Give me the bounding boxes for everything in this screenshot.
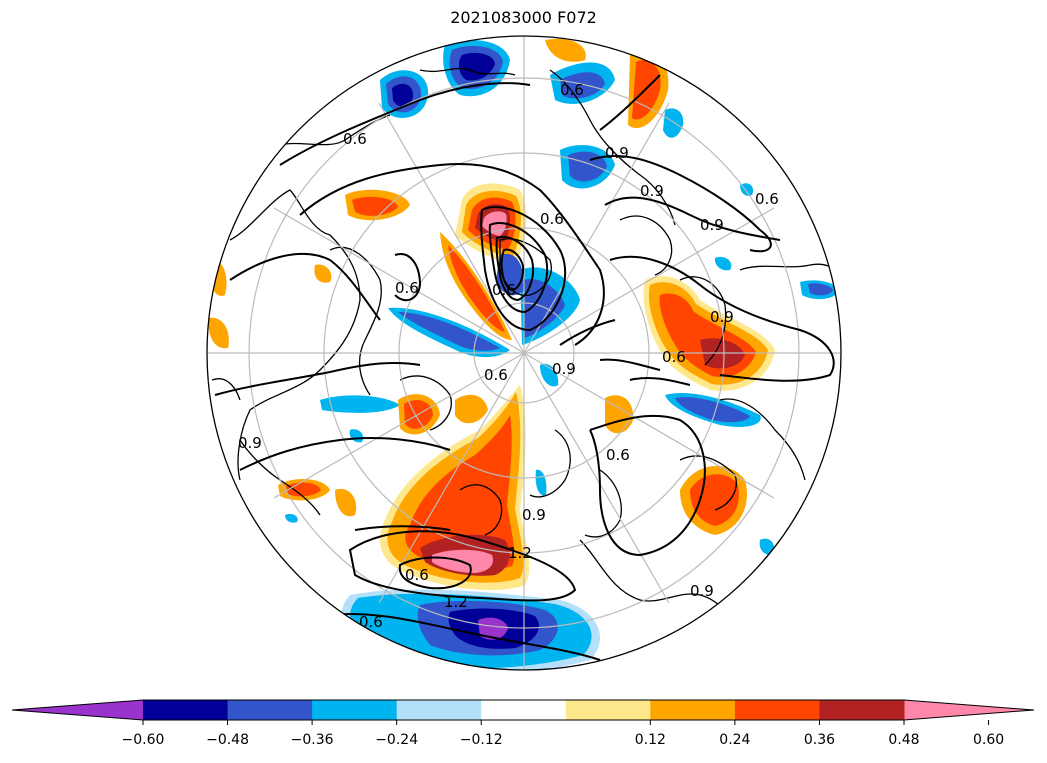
anomaly-shading [208,38,840,670]
colorbar-swatch [143,700,229,720]
contour-label: 0.9 [640,182,664,200]
colorbar-tick-label: −0.24 [375,732,418,748]
positive-anomaly-region [335,488,357,517]
positive-anomaly-region [448,245,505,332]
colorbar-swatch [819,700,905,720]
contour-label: 0.9 [522,506,546,524]
contour-labels: 0.6 0.6 0.9 0.9 0.6 0.9 0.9 0.6 0.9 0.6 … [238,81,779,631]
contour-label: 0.9 [710,308,734,326]
contour-label: 0.6 [343,130,367,148]
negative-anomaly-region [285,513,298,523]
contour-label: 0.6 [405,566,429,584]
negative-anomaly-region [349,429,364,443]
negative-anomaly-region [560,72,605,99]
colorbar-swatch [481,700,567,720]
negative-anomaly-region [663,108,684,138]
contour-label: 0.6 [540,210,564,228]
contour-label: 0.6 [606,446,630,464]
contour-label: 0.9 [238,434,262,452]
negative-anomaly-region [398,312,500,351]
contour-lines [214,74,835,661]
colorbar-swatch [565,700,651,720]
colorbar-extend-max [904,700,1034,720]
contour-label: 0.6 [560,81,584,99]
colorbar: −0.60 −0.48 −0.36 −0.24 −0.12 0.12 0.24 0.36 0.4… [11,699,1035,748]
positive-anomaly-region [314,264,332,283]
positive-anomaly-region [545,38,586,62]
colorbar-tick-label: 0.48 [888,732,919,748]
negative-anomaly-region [714,256,732,271]
contour-label: 0.9 [605,144,629,162]
positive-anomaly-region [208,317,229,349]
contour-label: 0.6 [755,190,779,208]
negative-anomaly-region [535,469,547,496]
negative-anomaly-region [675,397,750,423]
colorbar-tick-label: 0.12 [635,732,666,748]
contour-label: 0.6 [395,279,419,297]
positive-anomaly-region [690,474,739,526]
map-title: 2021083000 F072 [450,8,597,27]
colorbar-tick-label: 0.36 [804,732,835,748]
contour-label: 1.2 [444,593,468,611]
positive-anomaly-region [352,196,398,216]
colorbar-swatch [650,700,736,720]
negative-anomaly-region [392,83,414,107]
colorbar-tick-label: −0.60 [122,732,165,748]
contour-label: 0.6 [359,613,383,631]
map-boundary [206,35,842,671]
contour-label: 0.9 [552,360,576,378]
polar-map: 0.6 0.6 0.9 0.9 0.6 0.9 0.9 0.6 0.9 0.6 … [206,35,842,671]
positive-anomaly-region [455,394,488,424]
positive-anomaly-region [208,259,227,296]
negative-anomaly-region [320,395,400,413]
negative-anomaly-region [540,363,559,387]
contour-label: 0.6 [662,348,686,366]
contour-label: 1.2 [508,544,532,562]
colorbar-swatch [227,700,313,720]
contour-label: 0.9 [690,582,714,600]
negative-anomaly-region [759,538,775,556]
colorbar-tick-label: −0.48 [206,732,249,748]
colorbar-swatch [312,700,398,720]
graticule [207,36,841,670]
colorbar-tick-label: 0.60 [973,732,1004,748]
colorbar-swatch [734,700,820,720]
contour-label: 0.9 [700,216,724,234]
negative-anomaly-region [808,283,833,296]
negative-anomaly-region [478,617,508,640]
colorbar-tick-label: −0.12 [460,732,503,748]
colorbar-tick-label: 0.24 [719,732,750,748]
contour-label: 0.6 [484,366,508,384]
colorbar-extend-min [12,700,143,720]
colorbar-swatch [396,700,482,720]
contour-label: 0.6 [492,281,516,299]
colorbar-tick-label: −0.36 [291,732,334,748]
negative-anomaly-region [568,151,607,182]
